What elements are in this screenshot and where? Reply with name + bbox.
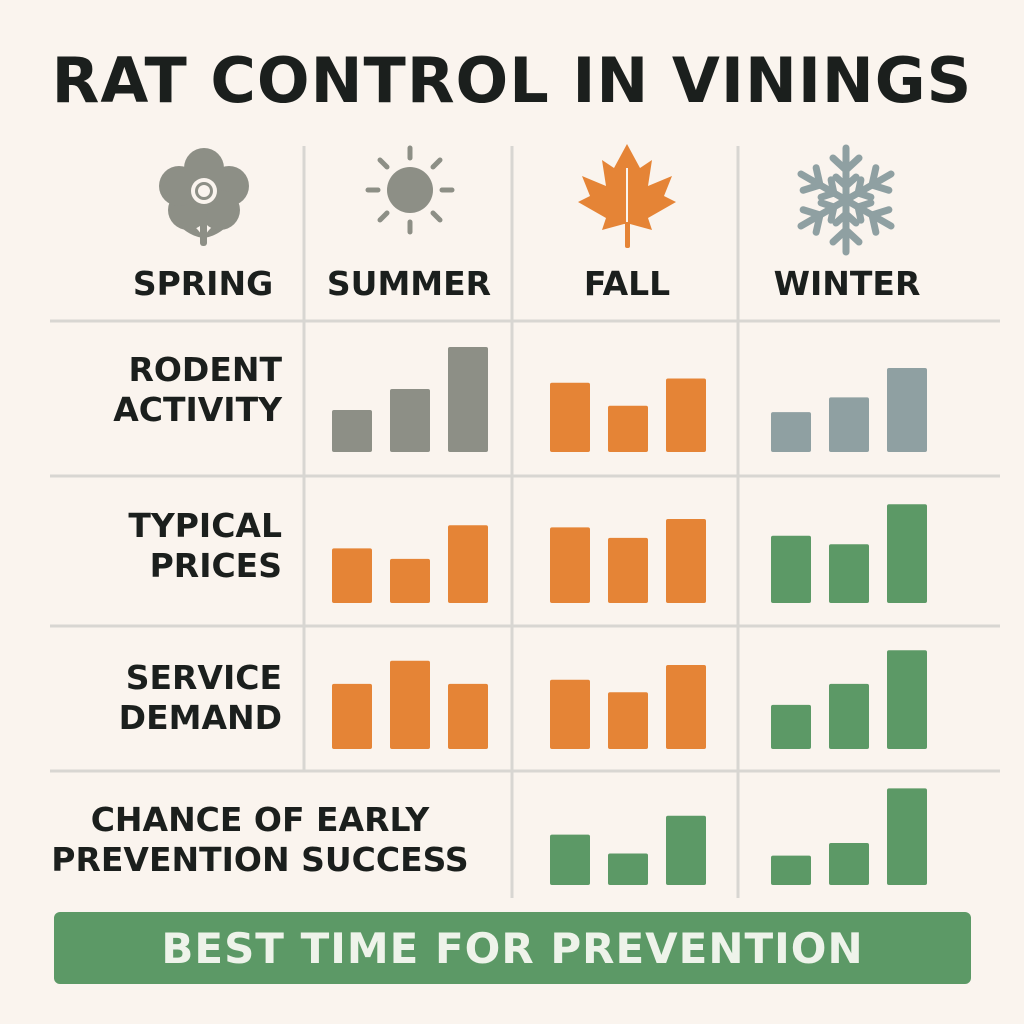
page-title: RAT CONTROL IN VININGS bbox=[51, 44, 973, 117]
bar-typical-prices-summer-1 bbox=[332, 548, 372, 603]
bar-service-demand-winter-2 bbox=[829, 683, 869, 749]
bar-typical-prices-fall-1 bbox=[550, 527, 590, 603]
banner-text: BEST TIME FOR PREVENTION bbox=[161, 923, 864, 973]
bar-typical-prices-fall-3 bbox=[666, 519, 706, 603]
grid-lines bbox=[50, 146, 1000, 898]
bar-rodent-activity-fall-3 bbox=[666, 378, 706, 452]
season-label-summer: SUMMER bbox=[326, 264, 492, 303]
row-label-line: TYPICAL bbox=[128, 506, 282, 545]
bar-typical-prices-summer-3 bbox=[448, 525, 488, 603]
row-label-line: ACTIVITY bbox=[113, 390, 282, 429]
bar-typical-prices-winter-2 bbox=[829, 544, 869, 603]
row-label-line: PREVENTION SUCCESS bbox=[51, 840, 469, 879]
row-label-line: DEMAND bbox=[118, 698, 282, 737]
row-label-early-prevention: CHANCE OF EARLY PREVENTION SUCCESS bbox=[40, 800, 480, 880]
bar-chance-of-early-prevention-success-fall-3 bbox=[666, 815, 706, 885]
sun-icon bbox=[365, 145, 455, 235]
bar-service-demand-fall-3 bbox=[666, 665, 706, 749]
bar-rodent-activity-winter-1 bbox=[771, 412, 811, 452]
bar-chance-of-early-prevention-success-winter-3 bbox=[887, 788, 927, 885]
bar-service-demand-summer-3 bbox=[448, 683, 488, 749]
bar-service-demand-fall-2 bbox=[608, 692, 648, 749]
bar-typical-prices-winter-1 bbox=[771, 535, 811, 603]
row-label-line: CHANCE OF EARLY bbox=[90, 800, 430, 839]
row-label-line: RODENT bbox=[128, 350, 282, 389]
bar-service-demand-winter-1 bbox=[771, 704, 811, 749]
bar-typical-prices-winter-3 bbox=[887, 504, 927, 603]
snowflake-icon bbox=[794, 144, 897, 252]
bar-rodent-activity-summer-1 bbox=[332, 410, 372, 452]
bar-service-demand-fall-1 bbox=[550, 679, 590, 749]
bar-chance-of-early-prevention-success-fall-2 bbox=[608, 853, 648, 885]
bar-service-demand-summer-1 bbox=[332, 683, 372, 749]
bar-chance-of-early-prevention-success-winter-2 bbox=[829, 843, 869, 885]
season-label-fall: FALL bbox=[583, 264, 671, 303]
bar-service-demand-winter-3 bbox=[887, 650, 927, 749]
row-label-typical-prices: TYPICAL PRICES bbox=[128, 506, 282, 586]
bar-service-demand-summer-2 bbox=[390, 660, 430, 749]
bar-chance-of-early-prevention-success-winter-1 bbox=[771, 855, 811, 885]
bar-typical-prices-summer-2 bbox=[390, 558, 430, 603]
bar-rodent-activity-winter-2 bbox=[829, 397, 869, 452]
row-label-service-demand: SERVICE DEMAND bbox=[119, 658, 282, 738]
row-label-line: PRICES bbox=[149, 546, 282, 585]
bar-rodent-activity-summer-2 bbox=[390, 389, 430, 452]
row-label-rodent-activity: RODENT ACTIVITY bbox=[113, 350, 282, 430]
season-label-winter: WINTER bbox=[773, 264, 921, 303]
bar-chance-of-early-prevention-success-fall-1 bbox=[550, 834, 590, 885]
bar-rodent-activity-fall-1 bbox=[550, 382, 590, 452]
row-label-line: SERVICE bbox=[125, 658, 282, 697]
bar-typical-prices-fall-2 bbox=[608, 537, 648, 603]
maple-leaf-icon bbox=[578, 144, 676, 248]
bar-rodent-activity-summer-3 bbox=[448, 347, 488, 452]
best-time-banner: BEST TIME FOR PREVENTION bbox=[54, 912, 971, 984]
bar-charts bbox=[332, 347, 927, 885]
season-label-spring: SPRING bbox=[132, 264, 274, 303]
flower-icon bbox=[159, 148, 249, 246]
bar-rodent-activity-winter-3 bbox=[887, 368, 927, 452]
bar-rodent-activity-fall-2 bbox=[608, 405, 648, 452]
